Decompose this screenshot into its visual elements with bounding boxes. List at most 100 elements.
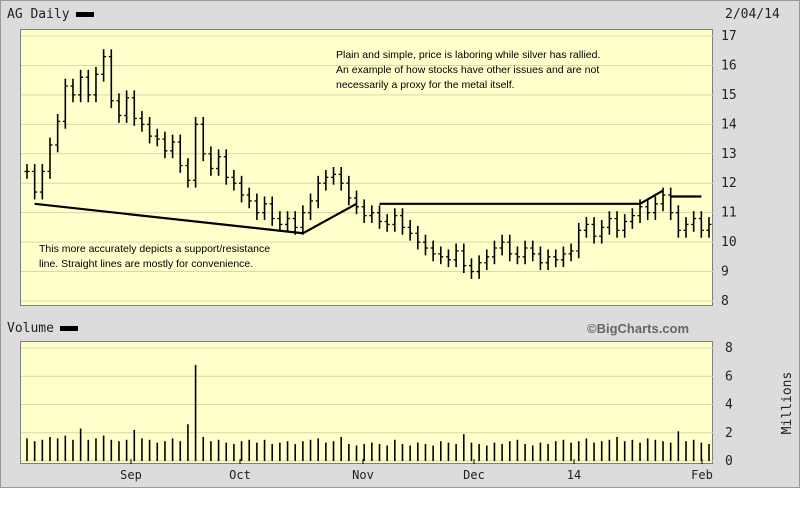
ohlc-bar [476,255,482,279]
ohlc-bar [331,167,337,185]
ohlc-bar [568,243,574,262]
volume-tick-label: 0 [725,454,733,469]
ohlc-bar [292,211,298,235]
ohlc-bar [514,246,520,265]
ohlc-bar [300,205,306,235]
chart-frame: AG Daily 2/04/14 Plain and simple, price… [0,0,800,488]
top-annotation: Plain and simple, price is laboring whil… [336,49,601,91]
ohlc-bar [430,240,436,262]
volume-tick-label: 6 [725,369,733,384]
support-line-left [34,202,303,235]
ohlc-bar [706,217,712,238]
ohlc-bar [576,222,582,259]
ohlc-bar [384,214,390,232]
ohlc-bar [522,240,528,265]
price-legend-swatch [75,12,94,17]
ohlc-bar [170,134,176,159]
ohlc-bar [407,220,413,241]
ohlc-bar [484,249,490,271]
ohlc-bar [422,234,428,256]
ohlc-bar [376,205,382,229]
price-tick-label: 9 [721,265,729,280]
ohlc-bar [530,240,536,262]
price-plot: Plain and simple, price is laboring whil… [20,29,714,306]
ohlc-bar [468,258,474,279]
ohlc-bar [614,211,620,238]
ohlc-bar [108,49,114,109]
ohlc-bar [629,208,635,229]
ohlc-bar [308,193,314,221]
price-tick-label: 10 [721,235,737,250]
ohlc-bar [116,93,122,123]
ohlc-bar [131,90,137,126]
ohlc-bar [277,211,283,232]
price-tick-label: 8 [721,294,729,309]
ohlc-bar [583,217,589,238]
volume-tick-label: 4 [725,398,733,413]
ohlc-bar [124,90,130,123]
ohlc-bar [223,149,229,185]
support-line-rise [302,202,358,235]
ohlc-bar [361,199,367,223]
ohlc-bar [591,217,597,244]
ohlc-bar [354,190,360,215]
x-tick-label: Dec [463,468,485,482]
ohlc-bar [39,164,45,200]
ohlc-bar [622,214,628,238]
ohlc-bar [246,187,252,209]
ohlc-bar [683,217,689,238]
ohlc-bar [675,205,681,238]
ohlc-bar [691,211,697,232]
ohlc-bar [369,205,375,223]
ohlc-bar [461,243,467,274]
ohlc-bar [606,211,612,235]
price-tick-label: 16 [721,58,737,73]
ohlc-bar [185,158,191,188]
volume-chart-svg [21,347,714,462]
ohlc-bar [323,169,329,191]
ohlc-bar [93,66,99,103]
ohlc-bar [32,164,38,200]
ohlc-bar [499,234,505,256]
volume-title: Volume [7,321,78,336]
ohlc-bar [216,149,222,176]
price-tick-label: 15 [721,88,737,103]
ohlc-bar [262,196,268,221]
volume-tick-label: 8 [725,341,733,356]
bottom-annotation: This more accurately depicts a support/r… [39,243,271,270]
brand-watermark: ©BigCharts.com [587,321,690,336]
x-tick-label: Feb [691,468,713,482]
ohlc-bar [200,116,206,162]
ohlc-bar [560,246,566,268]
ohlc-bar [537,246,543,271]
price-tick-label: 14 [721,117,737,132]
ohlc-bar [453,243,459,268]
ohlc-bar [507,234,513,262]
ohlc-bar [599,220,605,244]
ohlc-bar [193,116,199,188]
price-chart-svg [21,35,714,302]
ohlc-bar [239,175,245,203]
ohlc-bar [415,225,421,250]
x-tick-label: 14 [567,468,581,482]
ohlc-bar [139,111,145,132]
ohlc-bar [491,240,497,265]
ohlc-bar [254,193,260,221]
volume-legend-swatch [59,326,78,331]
ohlc-bar [338,167,344,191]
ohlc-bar [438,246,444,265]
ohlc-bar [24,164,30,179]
symbol-title: AG Daily [7,7,94,22]
ohlc-bar [177,134,183,173]
ohlc-bar [346,175,352,206]
ohlc-bar [668,187,674,221]
ohlc-bar [154,128,160,147]
ohlc-bar [553,249,559,268]
price-tick-label: 17 [721,29,737,44]
ohlc-bar [231,169,237,191]
price-tick-label: 11 [721,206,737,221]
x-tick-label: Oct [229,468,251,482]
ohlc-bar [545,249,551,271]
ohlc-bar [62,78,68,129]
ohlc-bar [645,199,651,221]
